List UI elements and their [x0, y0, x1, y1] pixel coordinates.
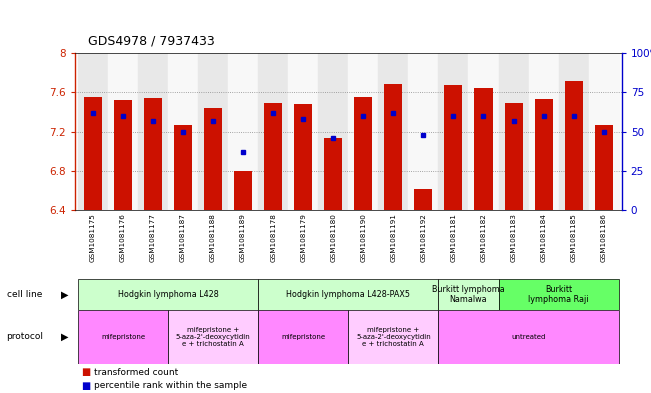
Bar — [168, 310, 258, 364]
Bar — [529, 53, 559, 210]
Bar — [78, 53, 108, 210]
Bar — [559, 53, 589, 210]
Bar — [324, 138, 342, 210]
Bar — [415, 189, 432, 210]
Text: Hodgkin lymphoma L428: Hodgkin lymphoma L428 — [118, 290, 218, 299]
Text: Burkitt lymphoma
Namalwa: Burkitt lymphoma Namalwa — [432, 285, 505, 305]
Bar — [438, 279, 499, 310]
Bar — [438, 53, 469, 210]
Text: cell line: cell line — [7, 290, 42, 299]
Bar — [84, 97, 102, 210]
Bar — [234, 171, 252, 210]
Bar — [475, 88, 493, 210]
Text: Burkitt
lymphoma Raji: Burkitt lymphoma Raji — [529, 285, 589, 305]
Text: percentile rank within the sample: percentile rank within the sample — [94, 381, 247, 390]
Bar — [78, 279, 258, 310]
Text: ■: ■ — [81, 367, 90, 377]
Bar — [228, 53, 258, 210]
Bar — [438, 310, 618, 364]
Text: mifepristone +
5-aza-2'-deoxycytidin
e + trichostatin A: mifepristone + 5-aza-2'-deoxycytidin e +… — [356, 327, 431, 347]
Bar — [348, 53, 378, 210]
Text: ▶: ▶ — [61, 332, 68, 342]
Text: ■: ■ — [81, 381, 90, 391]
Bar — [294, 104, 312, 210]
Bar — [408, 53, 438, 210]
Text: Hodgkin lymphoma L428-PAX5: Hodgkin lymphoma L428-PAX5 — [286, 290, 410, 299]
Bar — [174, 125, 192, 210]
Text: mifepristone: mifepristone — [101, 334, 145, 340]
Bar — [594, 125, 613, 210]
Bar — [564, 81, 583, 210]
Text: mifepristone +
5-aza-2'-deoxycytidin
e + trichostatin A: mifepristone + 5-aza-2'-deoxycytidin e +… — [176, 327, 251, 347]
Bar — [499, 279, 618, 310]
Bar — [108, 53, 138, 210]
Text: transformed count: transformed count — [94, 368, 178, 377]
Bar — [348, 310, 438, 364]
Bar — [589, 53, 618, 210]
Bar — [445, 85, 462, 210]
Bar — [114, 100, 132, 210]
Bar — [384, 84, 402, 210]
Text: protocol: protocol — [7, 332, 44, 342]
Bar — [168, 53, 198, 210]
Bar — [144, 98, 162, 210]
Bar — [378, 53, 408, 210]
Text: untreated: untreated — [512, 334, 546, 340]
Bar — [258, 279, 438, 310]
Bar — [469, 53, 499, 210]
Bar — [258, 310, 348, 364]
Bar — [204, 108, 222, 210]
Bar — [318, 53, 348, 210]
Bar — [258, 53, 288, 210]
Bar — [354, 97, 372, 210]
Bar — [505, 103, 523, 210]
Bar — [499, 53, 529, 210]
Bar — [198, 53, 228, 210]
Bar — [534, 99, 553, 210]
Bar — [288, 53, 318, 210]
Text: ▶: ▶ — [61, 290, 68, 300]
Text: mifepristone: mifepristone — [281, 334, 326, 340]
Bar — [78, 310, 168, 364]
Text: GDS4978 / 7937433: GDS4978 / 7937433 — [88, 34, 215, 47]
Bar — [264, 103, 282, 210]
Bar — [138, 53, 168, 210]
